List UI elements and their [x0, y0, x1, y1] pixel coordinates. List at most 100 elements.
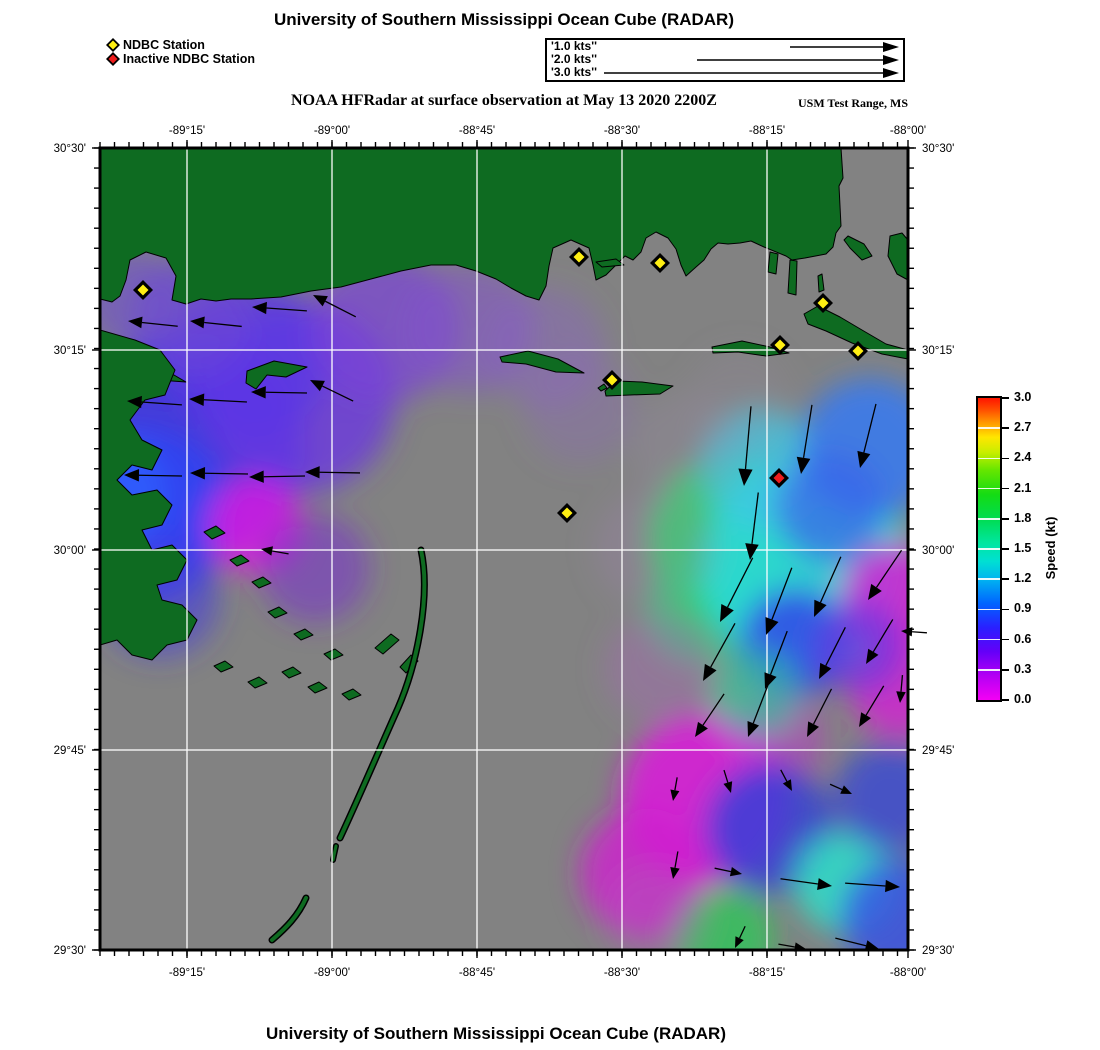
current-vector-shaft [204, 472, 249, 475]
lon-tick-label: -88°00' [890, 967, 926, 979]
lat-tick-label: 30°00' [922, 545, 954, 557]
current-vector-head [864, 940, 879, 952]
colorbar-tick [1002, 638, 1009, 641]
colorbar [976, 396, 1002, 702]
land-polygon [100, 329, 198, 661]
current-vector-head [814, 599, 827, 617]
current-vector-head [819, 662, 832, 679]
current-vector-shaft [780, 878, 818, 885]
colorbar-divider [978, 457, 1000, 460]
current-vector-shaft [912, 631, 927, 634]
ndbc-station-marker-active [817, 297, 829, 309]
figure-title-top: University of Southern Mississippi Ocean… [273, 10, 734, 29]
colorbar-tick-label: 1.2 [1014, 571, 1032, 586]
ndbc-stations [133, 247, 868, 523]
land-polygon [307, 681, 328, 694]
current-vector-head [817, 878, 832, 890]
colorbar-tick-label: 2.1 [1014, 480, 1032, 495]
current-vector-shaft [319, 471, 361, 474]
colorbar-tick [1002, 608, 1009, 611]
current-vector-head [190, 316, 205, 329]
current-vector-shaft [714, 867, 732, 873]
legend-item-active: NDBC Station [106, 38, 255, 52]
colorbar-tick [1002, 548, 1009, 550]
ndbc-station-marker-active [573, 251, 585, 263]
current-vector-shaft [265, 391, 308, 394]
ndbc-station-marker-active [606, 374, 618, 386]
current-vector-shaft [674, 851, 679, 868]
current-vector-head [124, 468, 140, 482]
current-vector-head [703, 663, 717, 681]
scale-label-1kt: '1.0 kts'' [551, 39, 597, 53]
colorbar-tick [1002, 578, 1009, 580]
colorbar-tick-label: 2.7 [1014, 420, 1032, 435]
land-polygon [281, 666, 302, 679]
ndbc-station-marker-active [852, 345, 864, 357]
current-vector-shaft [778, 943, 795, 948]
land-polygon [251, 576, 272, 589]
current-vector-head [745, 543, 759, 560]
inactive-ndbc-station-diamond-icon [106, 52, 120, 66]
current-vector-shaft [751, 492, 759, 545]
lat-tick-label: 30°15' [54, 345, 86, 357]
current-vector-head [840, 785, 852, 794]
land-polygon [887, 232, 908, 281]
current-vector-head [252, 301, 267, 315]
lon-tick-label: -89°15' [169, 967, 205, 979]
current-vector-shaft [272, 550, 289, 555]
land-polygon [817, 273, 825, 293]
lat-tick-label: 29°45' [54, 745, 86, 757]
current-vector-head [695, 721, 708, 737]
map-legend: NDBC Station Inactive NDBC Station [106, 38, 255, 66]
current-vector-head [866, 648, 879, 664]
current-vector-shaft [322, 385, 354, 402]
colorbar-divider [978, 548, 1000, 550]
land-polygon [293, 628, 314, 641]
current-vector-shaft [203, 399, 247, 403]
legend-item-inactive: Inactive NDBC Station [106, 52, 255, 66]
current-vector-shaft [141, 401, 182, 406]
current-vector-shaft [780, 769, 788, 782]
current-vector-shaft [829, 783, 843, 791]
lon-tick-label: -88°45' [459, 967, 495, 979]
current-vector-head [896, 691, 906, 703]
lon-tick-label: -89°00' [314, 125, 350, 137]
colorbar-tick [1002, 699, 1009, 701]
map-subtitle: NOAA HFRadar at surface observation at M… [291, 92, 717, 109]
current-vector-shaft [819, 556, 842, 603]
current-vector-shaft [875, 549, 903, 588]
current-vector-shaft [263, 475, 306, 478]
colorbar-title: Speed (kt) [1043, 516, 1058, 580]
current-vector-shaft [863, 403, 877, 453]
colorbar-tick-label: 0.9 [1014, 601, 1032, 616]
colorbar-tick [1002, 487, 1009, 490]
colorbar-divider [978, 638, 1000, 641]
current-vector-head [885, 879, 900, 893]
scale-label-3kt: '3.0 kts'' [551, 65, 597, 79]
lon-tick-label: -88°00' [890, 125, 926, 137]
lat-tick-label: 30°00' [54, 545, 86, 557]
lon-tick-label: -88°30' [604, 125, 640, 137]
current-vector-head [670, 789, 680, 801]
colorbar-tick-label: 0.3 [1014, 661, 1032, 676]
current-vector-shaft [752, 684, 769, 724]
current-vector-shaft [872, 619, 894, 653]
current-vector-head [251, 386, 266, 399]
current-vector-shaft [845, 882, 886, 887]
ndbc-station-marker-active [774, 339, 786, 351]
land-polygon [229, 554, 250, 567]
map-canvas: -89°15' -89°15' -89°00' -89°00' -88°45' -88°4… [54, 125, 955, 979]
current-vector-shaft [865, 685, 885, 716]
ndbc-station-marker-active [654, 257, 666, 269]
lat-tick-label: 29°30' [922, 945, 954, 957]
colorbar-divider [978, 608, 1000, 611]
colorbar-tick-label: 0.6 [1014, 631, 1032, 646]
current-vector-head [305, 466, 320, 479]
current-vector-shaft [674, 777, 678, 791]
colorbar-tick-label: 1.5 [1014, 541, 1032, 555]
colorbar-tick [1002, 397, 1009, 399]
land-polygon [245, 360, 308, 390]
current-vector-head [859, 712, 872, 727]
current-vector-shaft [710, 622, 736, 668]
